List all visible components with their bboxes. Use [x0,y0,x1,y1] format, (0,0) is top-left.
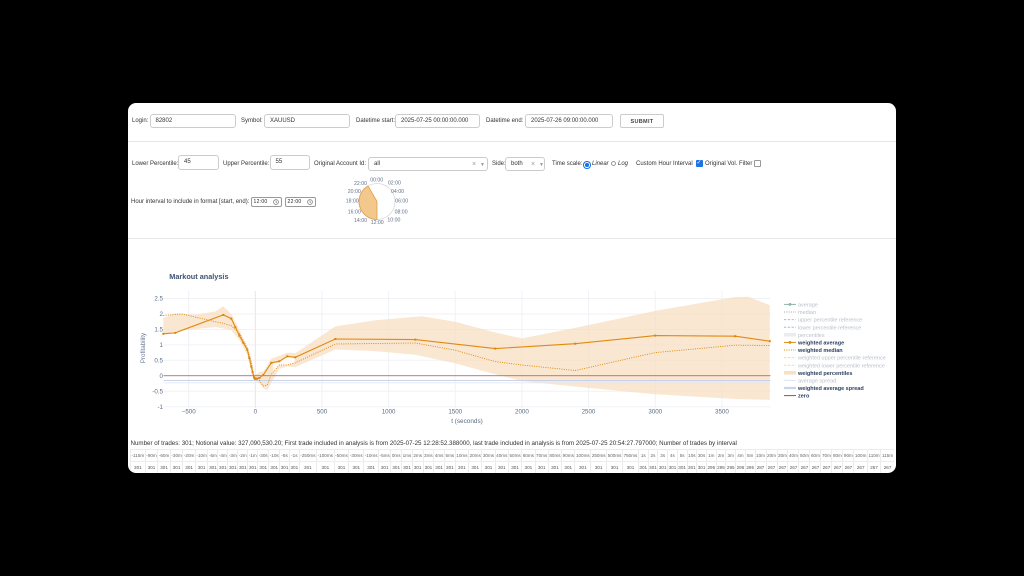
svg-text:-0.5: -0.5 [152,389,163,396]
svg-text:1: 1 [160,342,164,349]
svg-text:22:00: 22:00 [354,181,367,187]
svg-text:2.5: 2.5 [154,296,163,303]
svg-text:weighted upper percentile refe: weighted upper percentile reference [797,356,886,362]
svg-text:median: median [798,310,816,316]
svg-text:06:00: 06:00 [395,198,408,204]
svg-text:-1: -1 [157,404,163,411]
svg-text:2000: 2000 [515,409,529,416]
svg-text:Profitability: Profitability [140,332,147,363]
svg-text:average: average [798,303,818,309]
svg-text:20:00: 20:00 [348,189,361,195]
svg-text:t (seconds): t (seconds) [451,418,483,425]
svg-text:3000: 3000 [648,409,662,416]
svg-text:3500: 3500 [715,409,729,416]
svg-text:04:00: 04:00 [391,189,404,195]
svg-text:10:00: 10:00 [387,218,400,224]
svg-text:0: 0 [254,409,258,416]
svg-text:weighted average spread: weighted average spread [797,386,864,392]
svg-text:0.5: 0.5 [154,358,163,365]
svg-text:2: 2 [160,311,164,318]
svg-text:weighted average: weighted average [797,341,844,347]
svg-text:08:00: 08:00 [395,209,408,215]
svg-text:zero: zero [798,394,810,400]
svg-text:02:00: 02:00 [388,181,401,187]
svg-text:weighted percentiles: weighted percentiles [797,371,852,377]
svg-text:−500: −500 [182,409,196,416]
svg-text:percentiles: percentiles [798,333,825,339]
svg-text:1000: 1000 [382,409,396,416]
svg-text:weighted median: weighted median [797,348,843,354]
svg-text:1500: 1500 [448,409,462,416]
svg-text:lower percentile reference: lower percentile reference [798,325,861,331]
svg-text:1.5: 1.5 [154,327,163,334]
svg-text:18:00: 18:00 [346,199,359,205]
svg-text:12:00: 12:00 [371,220,384,226]
svg-text:14:00: 14:00 [354,218,367,224]
svg-text:0: 0 [160,373,164,380]
svg-text:00:00: 00:00 [370,178,383,184]
svg-text:average spread: average spread [798,379,836,385]
svg-text:upper percentile reference: upper percentile reference [798,318,862,324]
svg-text:500: 500 [317,409,328,416]
svg-text:2500: 2500 [582,409,596,416]
svg-text:16:00: 16:00 [348,210,361,216]
svg-text:weighted lower percentile refe: weighted lower percentile reference [797,363,885,369]
